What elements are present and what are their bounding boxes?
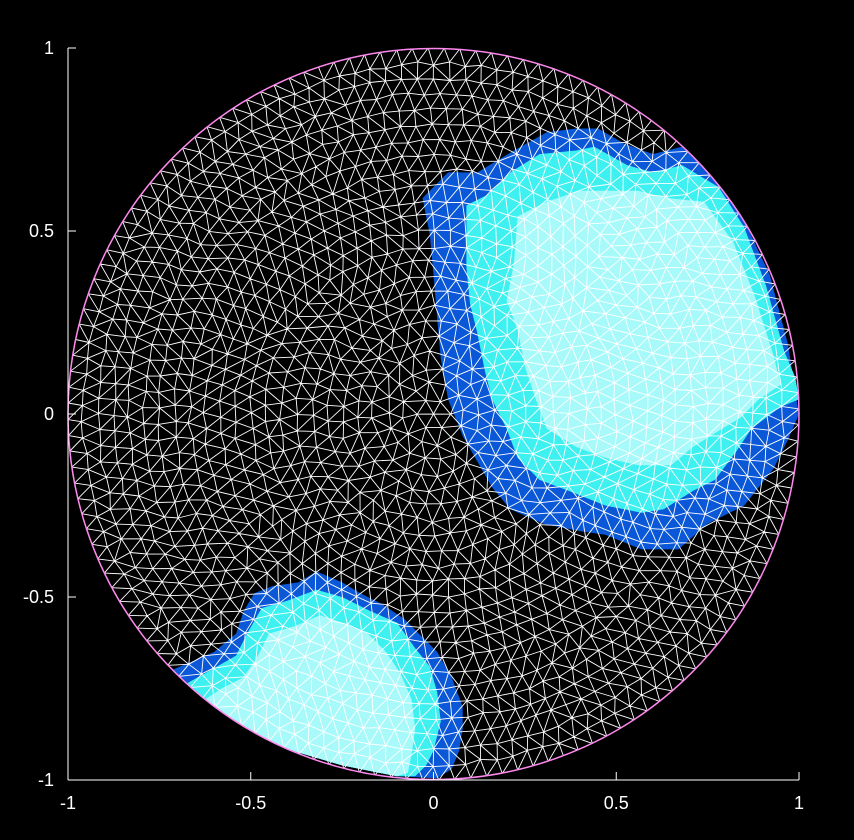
y-tick-label: -1 — [38, 770, 54, 790]
y-tick-label: 1 — [44, 38, 54, 58]
x-tick-label: 0.5 — [604, 793, 629, 813]
y-tick-label: -0.5 — [23, 587, 54, 607]
x-tick-label: 0 — [428, 793, 438, 813]
triangle-mesh — [68, 48, 799, 780]
y-tick-label: 0.5 — [29, 221, 54, 241]
mesh-edges — [68, 48, 799, 780]
x-tick-label: 1 — [794, 793, 804, 813]
y-tick-label: 0 — [44, 404, 54, 424]
x-tick-label: -0.5 — [235, 793, 266, 813]
region-lower-left-level-3 — [199, 615, 416, 777]
x-tick-label: -1 — [60, 793, 76, 813]
axes: -1 -0.5 0 0.5 1 -1 -0.5 0 0.5 1 — [23, 38, 804, 813]
